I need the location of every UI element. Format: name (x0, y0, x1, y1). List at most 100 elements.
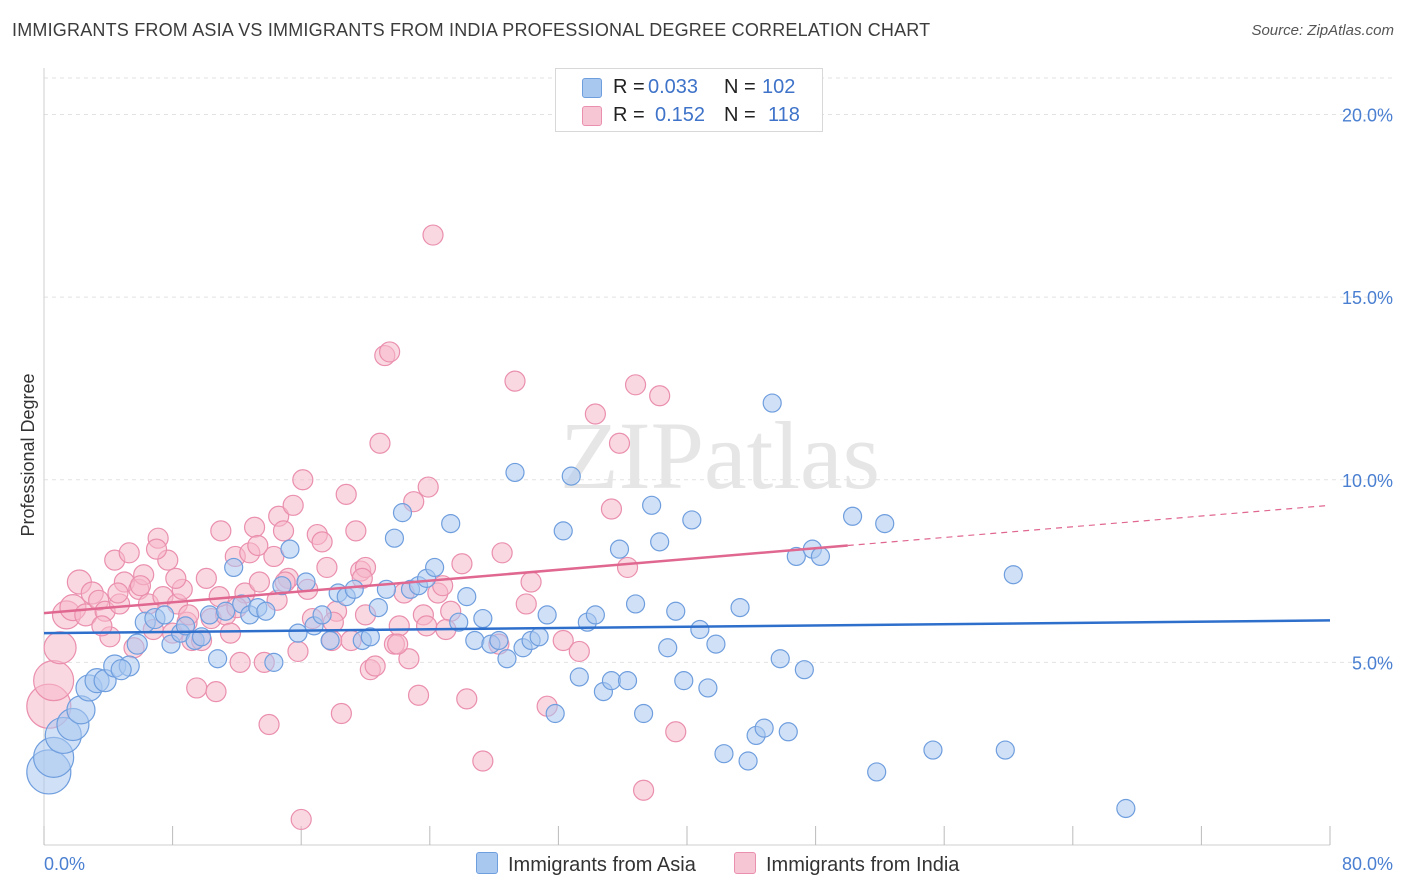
asia-point (1116, 798, 1136, 819)
y-axis-label: Professional Degree (18, 373, 38, 536)
n-value: 118 (768, 104, 800, 126)
india-point (43, 631, 77, 665)
india-legend-swatch (734, 852, 756, 874)
asia-point (449, 612, 469, 632)
asia-point (658, 638, 678, 658)
india-point (292, 469, 314, 491)
asia-point (875, 513, 895, 534)
india-point (330, 702, 352, 725)
india-point (407, 684, 430, 706)
asia-point (682, 510, 702, 530)
india-point (258, 713, 280, 736)
india-point (417, 476, 439, 498)
india-point (129, 575, 152, 597)
asia-point (288, 623, 308, 643)
legend-row-india: R = 0.152 N = 118 (556, 102, 822, 130)
asia-point (384, 528, 405, 548)
asia-point (505, 462, 525, 483)
asia-point (224, 557, 244, 578)
asia-point (633, 703, 654, 724)
asia-point (561, 466, 581, 486)
n-label: N = (724, 76, 756, 98)
asia-point (569, 667, 589, 687)
india-point (210, 520, 232, 542)
asia-point (110, 659, 132, 681)
x-tick-label-max: 80.0% (1342, 854, 1393, 874)
india-point (165, 567, 187, 589)
asia-point (216, 601, 236, 621)
india-point (387, 633, 409, 655)
asia-point (867, 762, 887, 782)
legend-item-india: Immigrants from India (734, 852, 959, 877)
asia-point (794, 660, 814, 680)
india-point (422, 224, 444, 246)
asia-point (392, 503, 413, 523)
x-tick-label-min: 0.0% (44, 854, 85, 874)
india-point (520, 571, 542, 593)
asia-point (312, 605, 332, 625)
india-point (665, 721, 687, 743)
india-swatch (582, 106, 602, 126)
asia-point (730, 597, 750, 618)
india-point (632, 779, 655, 801)
asia-swatch (582, 78, 602, 98)
source-credit: Source: ZipAtlas.com (1251, 22, 1394, 39)
india-point (316, 556, 338, 579)
r-value: 0.152 (655, 104, 706, 126)
asia-point (457, 587, 477, 607)
trend-lines (43, 504, 1331, 635)
watermark: ZIPatlas (560, 402, 880, 509)
india-legend-label: Immigrants from India (766, 854, 960, 876)
chart-title: IMMIGRANTS FROM ASIA VS IMMIGRANTS FROM … (12, 20, 931, 40)
india-point (219, 622, 242, 644)
x-tick-labels: 0.0% 80.0% (44, 854, 1393, 874)
asia-point (272, 576, 292, 596)
india-point (379, 341, 401, 363)
asia-point (465, 630, 485, 651)
r-value: 0.033 (648, 76, 699, 98)
asia-point (625, 594, 646, 614)
india-point (415, 615, 438, 637)
india-point (456, 688, 478, 710)
india-point (186, 677, 208, 699)
india-point (369, 432, 391, 454)
asia-point (441, 513, 461, 534)
india-point (345, 520, 367, 542)
grid-lines (44, 77, 1395, 663)
asia-point (650, 532, 670, 552)
india-point (335, 483, 357, 505)
asia-point (642, 495, 662, 515)
asia-point (674, 671, 694, 691)
asia-point (425, 557, 445, 578)
india-point (118, 542, 140, 564)
india-point (195, 567, 217, 589)
india-trend-extension (847, 504, 1331, 547)
india-point (282, 494, 304, 516)
asia-point (810, 546, 831, 567)
asia-point (368, 597, 388, 618)
asia-point (698, 678, 718, 698)
india-point (451, 553, 473, 575)
asia-point (175, 616, 196, 636)
asia-point (497, 649, 517, 669)
india-point (311, 531, 333, 553)
india-point (33, 660, 75, 702)
india-point (600, 498, 623, 520)
asia-point (714, 744, 734, 764)
india-point (515, 593, 537, 615)
india-point (229, 651, 251, 673)
asia-point (126, 633, 148, 655)
y-tick-labels: 5.0% 10.0% 15.0% 20.0% (1342, 106, 1393, 674)
india-point (616, 556, 639, 579)
india-point (272, 520, 295, 542)
asia-point (770, 649, 790, 669)
asia-point (762, 393, 782, 413)
india-point (472, 750, 494, 772)
asia-point (601, 671, 622, 691)
asia-point (778, 722, 798, 742)
india-point (624, 374, 647, 396)
asia-point (738, 751, 758, 771)
asia-trend-line (43, 619, 1331, 635)
india-point (491, 542, 513, 564)
